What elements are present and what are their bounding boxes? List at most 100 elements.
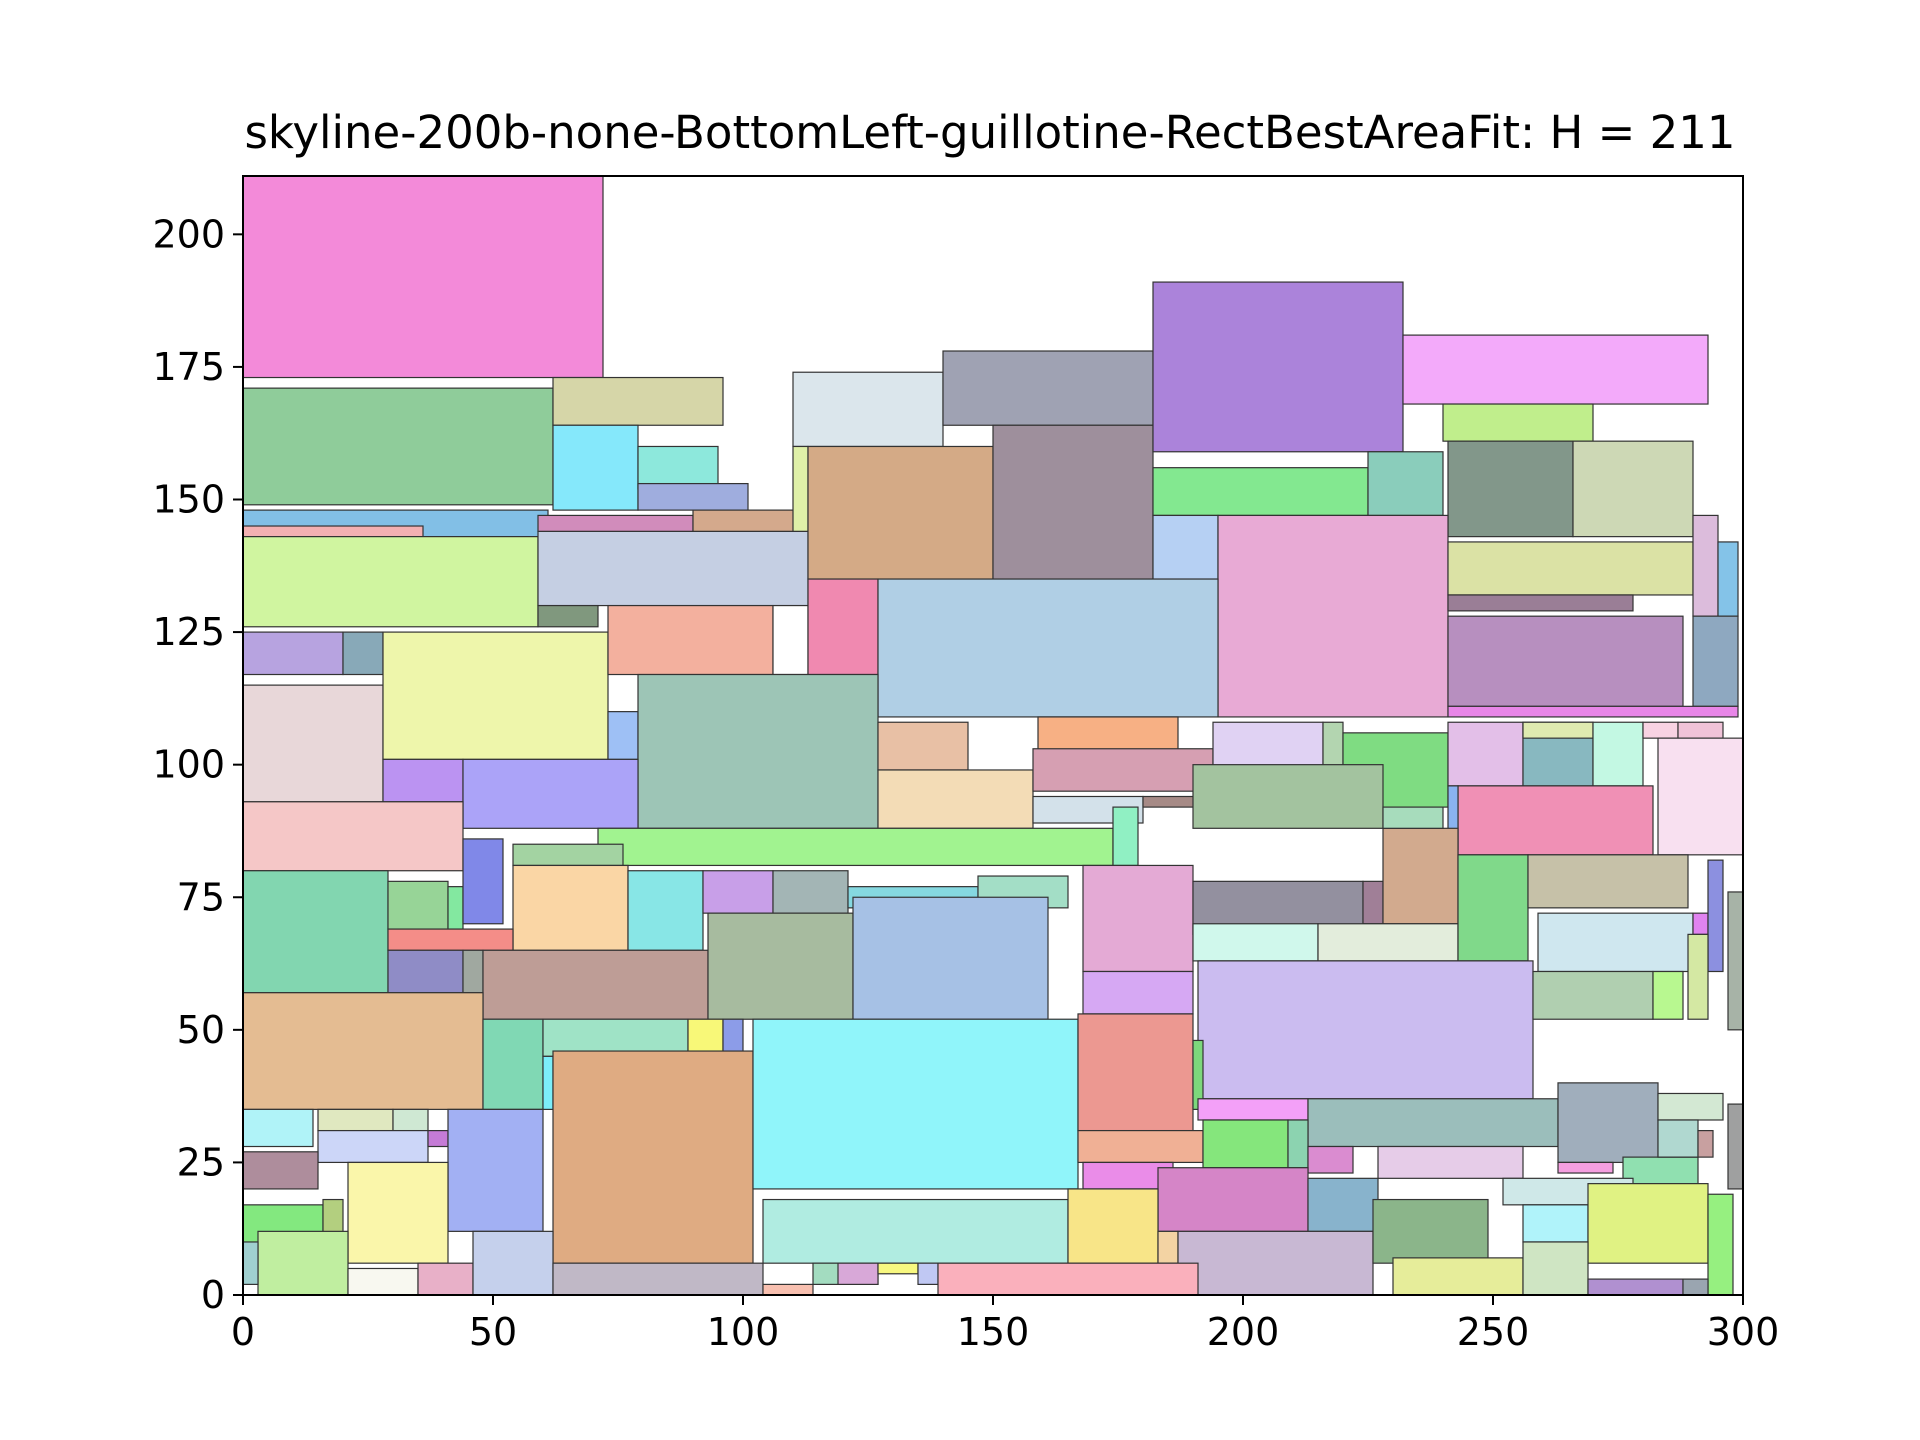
packed-rect-97	[1707, 859, 1724, 973]
packed-rect-18	[1152, 281, 1404, 453]
packed-rect-116	[752, 1018, 1079, 1190]
packed-rect-160	[937, 1262, 1199, 1296]
packed-rect-78	[387, 928, 514, 951]
packed-rect-101	[1652, 970, 1684, 1020]
packed-rect-147	[1587, 1183, 1709, 1264]
packed-rect-7	[242, 525, 424, 538]
packed-rect-3	[552, 424, 639, 511]
packed-rect-162	[1522, 1241, 1589, 1296]
packed-rect-49	[877, 769, 1034, 829]
packed-rect-159	[917, 1262, 939, 1285]
packed-rect-19	[1402, 334, 1709, 405]
packed-rect-87	[1192, 764, 1384, 829]
packed-rect-9	[537, 530, 809, 607]
packed-rect-88	[1362, 880, 1384, 925]
packed-rect-143	[1177, 1230, 1374, 1296]
packed-rect-139	[1307, 1177, 1379, 1232]
chart-title: skyline-200b-none-BottomLeft-guillotine-…	[244, 106, 1735, 159]
packed-rect-148	[1707, 1193, 1734, 1296]
packed-rect-13	[792, 371, 944, 448]
x-axis: 0 50 100 150 200 250 300	[231, 1295, 1779, 1354]
packed-rect-0	[242, 175, 604, 379]
packed-rect-4	[637, 445, 719, 490]
packed-rect-71	[512, 843, 624, 867]
packed-rect-150	[242, 1241, 259, 1285]
packed-rect-56	[1447, 721, 1524, 787]
packed-rect-135	[1622, 1156, 1699, 1185]
packed-rect-128	[1077, 1129, 1204, 1164]
packed-rect-84	[1082, 864, 1194, 973]
packed-rect-1	[242, 387, 554, 506]
packed-rect-108	[542, 1055, 554, 1110]
y-tick-label: 25	[177, 1140, 225, 1184]
packed-rect-40	[807, 578, 879, 676]
packed-rect-2	[552, 376, 724, 426]
packed-rect-102	[1687, 933, 1709, 1020]
packed-rect-123	[1727, 1103, 1744, 1190]
packed-rect-121	[1557, 1082, 1659, 1164]
packed-rect-151	[347, 1267, 419, 1296]
packed-rect-70	[462, 838, 504, 925]
y-tick-label: 100	[152, 743, 225, 787]
packed-rect-120	[1307, 1098, 1559, 1148]
packed-rect-163	[1587, 1278, 1684, 1296]
packed-rect-14	[792, 445, 809, 532]
packed-rect-132	[1307, 1145, 1354, 1174]
packed-rect-68	[387, 880, 449, 930]
packed-rect-91	[1192, 923, 1319, 962]
packed-rect-105	[542, 1018, 689, 1057]
packed-rect-33	[1447, 705, 1739, 718]
packed-rect-115	[552, 1050, 754, 1264]
packed-rect-80	[462, 949, 484, 994]
packed-rect-10	[537, 514, 694, 532]
packed-rect-137	[1697, 1129, 1714, 1158]
x-tick-label: 300	[1707, 1310, 1780, 1354]
packed-rect-100	[1532, 970, 1654, 1020]
packed-rect-140	[762, 1198, 1069, 1264]
packed-rect-74	[702, 870, 774, 914]
packed-rect-60	[1642, 721, 1679, 739]
packed-rect-45	[462, 758, 639, 829]
packed-rect-136	[1657, 1119, 1699, 1158]
packed-rect-32	[1692, 615, 1739, 707]
x-tick-label: 100	[707, 1310, 780, 1354]
packed-rect-146	[1522, 1204, 1589, 1243]
packed-rect-81	[482, 949, 709, 1020]
packed-rect-133	[1377, 1145, 1524, 1179]
packed-rect-122	[1657, 1092, 1724, 1121]
packed-rect-21	[1152, 467, 1369, 517]
packed-rect-112	[317, 1129, 429, 1164]
packed-rect-141	[1067, 1188, 1159, 1264]
y-tick-label: 125	[152, 610, 225, 654]
packed-rect-24	[1572, 440, 1694, 538]
packed-rect-90	[1382, 806, 1444, 829]
packed-rect-99	[1197, 960, 1534, 1100]
packed-rect-28	[1692, 514, 1719, 617]
packed-rect-117	[1077, 1013, 1194, 1132]
packed-rect-138	[1157, 1167, 1309, 1232]
packed-rect-134	[1557, 1161, 1614, 1174]
packed-rect-16	[942, 350, 1154, 426]
packed-rect-124	[242, 1151, 319, 1190]
packed-rect-89	[1382, 827, 1459, 925]
packed-rect-8	[242, 536, 539, 628]
packed-rect-11	[692, 509, 799, 532]
packed-rect-43	[637, 673, 879, 829]
packed-rect-12	[537, 604, 599, 628]
packed-rect-103	[242, 992, 484, 1110]
y-tick-label: 150	[152, 478, 225, 522]
packed-rect-104	[482, 1018, 544, 1110]
packed-rect-149	[257, 1230, 349, 1296]
packed-rect-17	[992, 424, 1154, 580]
x-tick-label: 250	[1457, 1310, 1530, 1354]
packed-rect-131	[1287, 1119, 1309, 1169]
packed-rect-39	[772, 604, 809, 676]
packed-rect-83	[852, 896, 1049, 1020]
packed-rect-127	[347, 1161, 449, 1264]
packed-rect-65	[597, 827, 1114, 867]
packed-rect-15	[807, 445, 994, 580]
packed-rect-25	[1152, 514, 1219, 580]
y-tick-label: 50	[177, 1008, 225, 1052]
packed-rect-109	[242, 1108, 314, 1148]
